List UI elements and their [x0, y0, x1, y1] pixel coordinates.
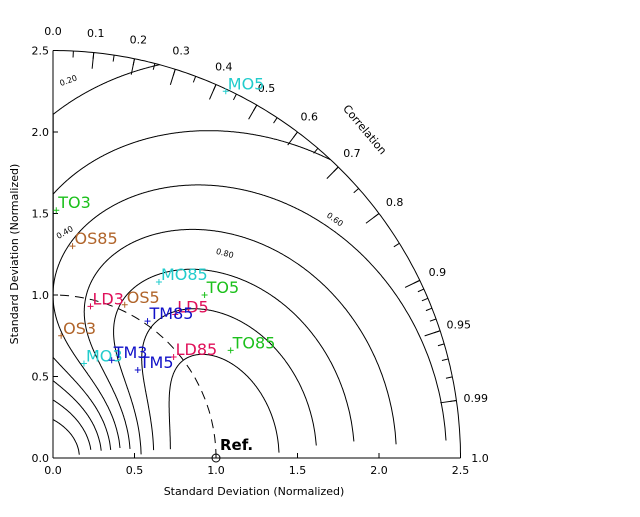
corr-minor-tick	[113, 55, 114, 61]
corr-tick-0.8	[366, 214, 379, 224]
corr-tick-label-0.6: 0.6	[300, 110, 318, 123]
x-tick-label-1.5: 1.5	[289, 464, 307, 477]
corr-tick-label-0.4: 0.4	[215, 61, 233, 74]
corr-tick-label-0.3: 0.3	[172, 45, 190, 58]
corr-tick-label-0.9: 0.9	[429, 266, 447, 279]
corr-minor-tick	[394, 243, 400, 246]
corr-tick-0.7	[327, 167, 338, 179]
skill-contour-0.80	[142, 309, 317, 450]
skill-contour-0.20	[53, 400, 91, 450]
corr-tick-0.3	[170, 69, 175, 85]
corr-minor-tick	[233, 94, 236, 100]
corr-tick-label-0.1: 0.1	[87, 27, 105, 40]
corr-minor-tick	[422, 298, 428, 301]
point-label-TM5: TM5	[139, 353, 174, 372]
y-tick-label-2.5: 2.5	[32, 45, 50, 58]
corr-minor-tick	[446, 377, 452, 378]
corr-minor-tick	[430, 319, 436, 321]
y-tick-label-0.5: 0.5	[32, 371, 50, 384]
point-label-TM85: TM85	[149, 304, 194, 323]
corr-tick-label-0.8: 0.8	[386, 196, 404, 209]
corr-minor-tick	[354, 188, 359, 192]
point-label-TO85: TO85	[232, 333, 276, 352]
corr-tick-label-0.2: 0.2	[130, 34, 148, 47]
reference-label: Ref.	[220, 436, 253, 454]
corr-tick-label-0.95: 0.95	[446, 319, 471, 332]
x-axis-title: Standard Deviation (Normalized)	[164, 485, 345, 498]
contour-label-0.60: 0.60	[325, 211, 345, 229]
corr-minor-tick	[193, 76, 195, 82]
point-label-LD85: LD85	[176, 340, 218, 359]
y-axis-title: Standard Deviation (Normalized)	[8, 164, 21, 345]
contour-label-0.80: 0.80	[215, 247, 235, 260]
x-tick-label-0.0: 0.0	[44, 464, 62, 477]
corr-tick-0.95	[425, 331, 440, 336]
skill-contour-0.30	[53, 65, 160, 451]
x-tick-label-2.5: 2.5	[452, 464, 470, 477]
point-label-OS85: OS85	[75, 229, 118, 248]
contour-label-0.20: 0.20	[59, 73, 79, 88]
corr-minor-tick	[438, 344, 444, 346]
y-tick-label-1.5: 1.5	[32, 208, 50, 221]
y-tick-label-2.0: 2.0	[32, 126, 50, 139]
corr-minor-tick	[442, 359, 448, 361]
skill-contour-0.10	[53, 420, 79, 455]
corr-tick-0.5	[249, 105, 257, 119]
x-tick-label-0.5: 0.5	[126, 464, 144, 477]
y-tick-label-0.0: 0.0	[32, 452, 50, 465]
corr-tick-label-0.7: 0.7	[343, 147, 361, 160]
corr-tick-0.4	[209, 85, 216, 100]
corr-tick-label-0.0: 0.0	[44, 25, 62, 38]
corr-tick-0.1	[92, 53, 94, 69]
corr-tick-0.6	[288, 132, 298, 145]
y-tick-label-1.0: 1.0	[32, 289, 50, 302]
point-label-TO3: TO3	[57, 193, 91, 212]
corr-tick-label-1.0: 1.0	[471, 452, 489, 465]
corr-minor-tick	[274, 118, 278, 123]
contour-label-0.40: 0.40	[55, 224, 75, 241]
point-label-OS3: OS3	[63, 319, 96, 338]
point-label-LD3: LD3	[92, 289, 123, 308]
point-label-MO5: MO5	[228, 74, 265, 93]
x-tick-label-1.0: 1.0	[207, 464, 225, 477]
axes: 0.0 0.5 1.0 1.5 2.0 2.5 0.0 0.5 1.0 1.5 2.0 2.5	[32, 45, 470, 478]
point-label-TO5: TO5	[206, 278, 240, 297]
corr-tick-0.99	[440, 401, 456, 403]
point-label-MO85: MO85	[161, 265, 208, 284]
corr-minor-tick	[426, 308, 432, 310]
corr-minor-tick	[418, 289, 424, 292]
corr-tick-label-0.99: 0.99	[464, 392, 489, 405]
x-tick-label-2.0: 2.0	[370, 464, 388, 477]
skill-contours: 0.20 0.40 0.60 0.80	[53, 65, 446, 455]
corr-tick-0.9	[405, 280, 420, 287]
